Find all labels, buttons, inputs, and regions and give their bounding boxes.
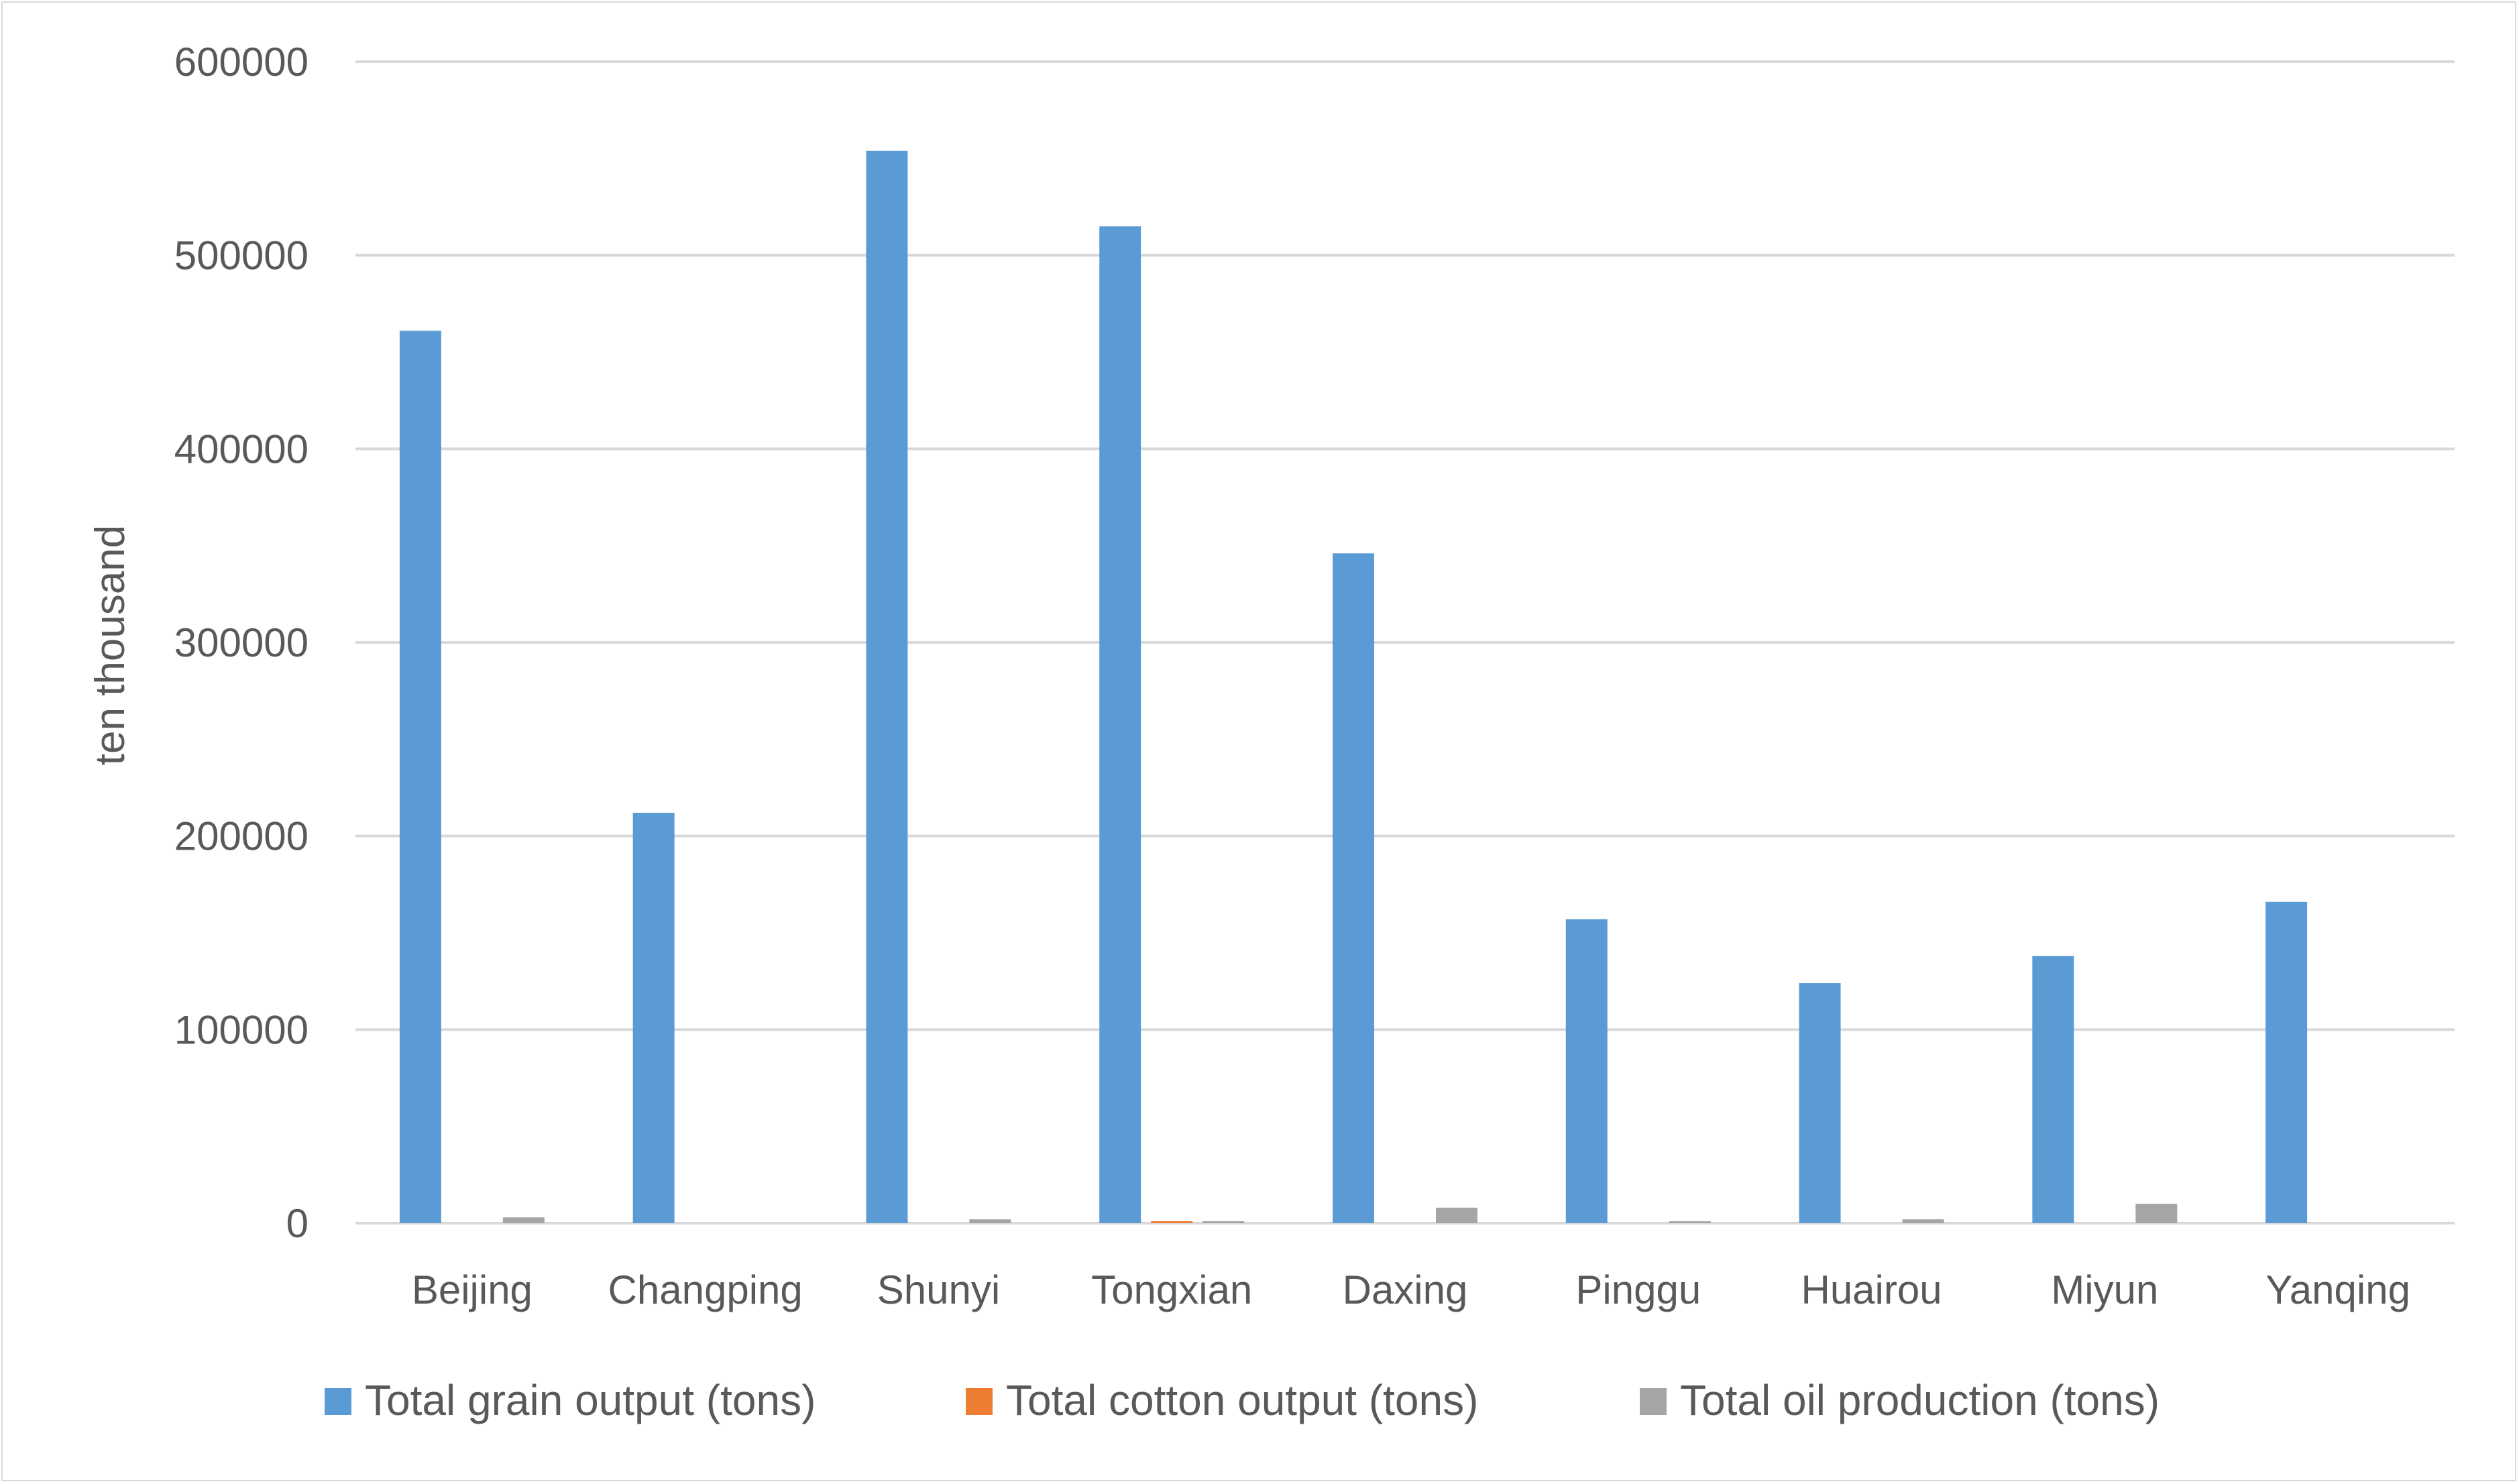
y-tick-label: 200000 (174, 814, 309, 859)
bar-yanqing-series-1 (2265, 901, 2308, 1223)
bars (399, 150, 2308, 1224)
bar-pinggu-series-3 (1669, 1221, 1711, 1223)
y-tick-label: 600000 (174, 40, 309, 84)
bar-miyun-series-1 (2032, 956, 2074, 1223)
x-tick-label: Daxing (1343, 1267, 1468, 1312)
bar-shunyi-series-3 (969, 1219, 1011, 1223)
bar-beijing-series-1 (399, 331, 441, 1223)
x-tick-label: Beijing (412, 1267, 533, 1312)
x-tick-label: Pinggu (1575, 1267, 1701, 1312)
x-tick-label: Shunyi (877, 1267, 1000, 1312)
x-tick-label: Tongxian (1091, 1267, 1252, 1312)
bar-pinggu-series-1 (1565, 919, 1608, 1223)
bar-beijing-series-3 (502, 1217, 545, 1223)
y-tick-label: 500000 (174, 233, 309, 278)
y-tick-label: 0 (286, 1201, 309, 1246)
x-tick-label: Yanqing (2265, 1267, 2410, 1312)
y-tick-label: 300000 (174, 620, 309, 665)
y-axis-ticks: 0 100000 200000 300000 400000 500000 600000 (174, 40, 309, 1246)
legend-swatch (325, 1388, 351, 1415)
legend-label: Total cotton output (tons) (1006, 1376, 1478, 1424)
bar-changping-series-1 (632, 813, 675, 1223)
y-axis-title: ten thousand (87, 525, 133, 766)
x-tick-label: Changping (608, 1267, 803, 1312)
y-tick-label: 400000 (174, 426, 309, 471)
x-tick-label: Miyun (2051, 1267, 2158, 1312)
legend-swatch (966, 1388, 993, 1415)
bar-daxing-series-3 (1436, 1207, 1477, 1223)
bar-miyun-series-3 (2135, 1204, 2178, 1223)
y-tick-label: 100000 (174, 1007, 309, 1052)
legend: Total grain output (tons) Total cotton ou… (325, 1376, 2160, 1424)
x-tick-label: Huairou (1801, 1267, 1942, 1312)
gridlines (355, 60, 2455, 1224)
bar-tongxian-series-3 (1202, 1221, 1245, 1223)
x-axis-ticks: Beijing Changping Shunyi Tongxian Daxing Ping… (412, 1267, 2410, 1312)
legend-label: Total oil production (tons) (1680, 1376, 2160, 1424)
bar-tongxian-series-2 (1151, 1221, 1193, 1223)
legend-swatch (1640, 1388, 1667, 1415)
bar-huairou-series-3 (1902, 1219, 1944, 1223)
bar-shunyi-series-1 (866, 150, 908, 1224)
bar-huairou-series-1 (1799, 983, 1841, 1223)
bar-daxing-series-1 (1333, 553, 1374, 1223)
bar-tongxian-series-1 (1099, 226, 1141, 1223)
legend-label: Total grain output (tons) (365, 1376, 816, 1424)
